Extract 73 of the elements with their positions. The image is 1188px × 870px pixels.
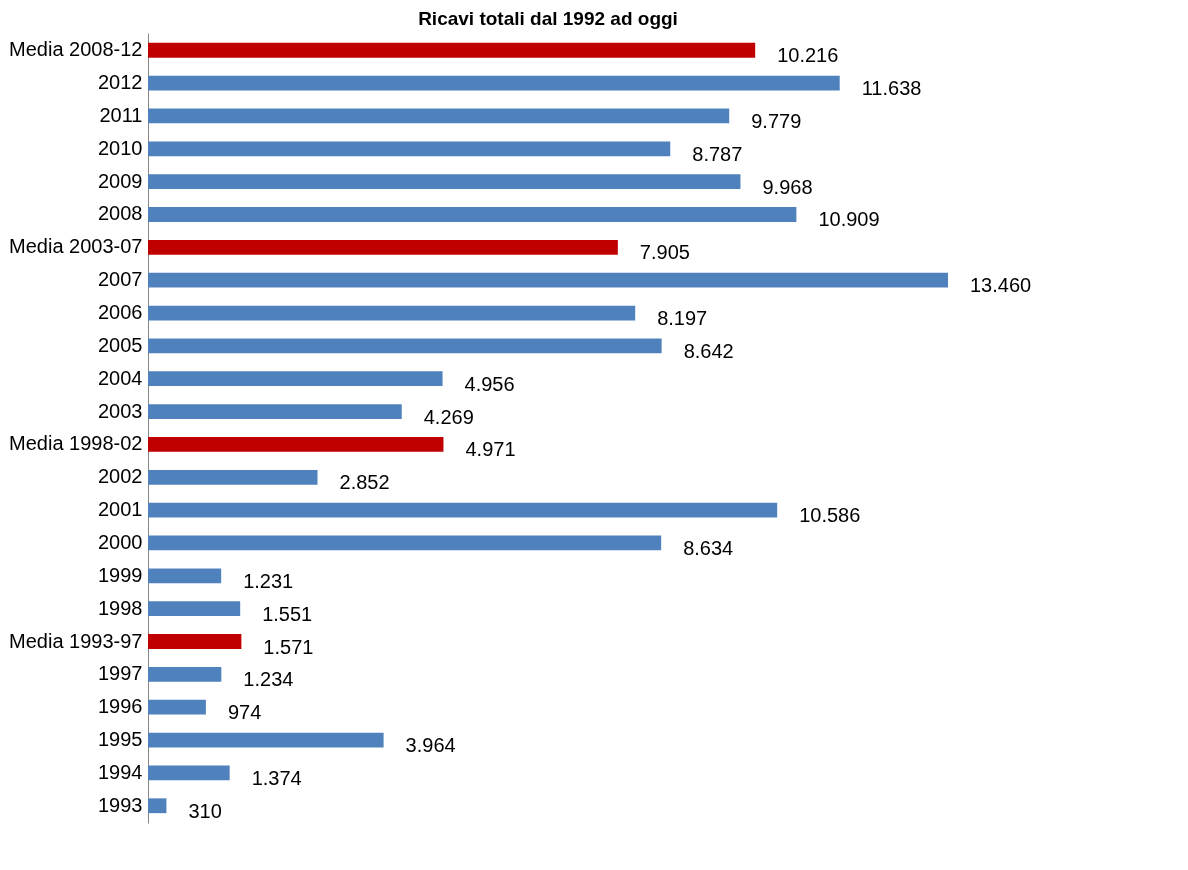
bar bbox=[148, 75, 840, 91]
bar bbox=[148, 437, 444, 452]
y-tick-label: 2004 bbox=[98, 366, 143, 389]
y-tick-label: 2012 bbox=[98, 71, 143, 94]
bar bbox=[148, 305, 636, 321]
y-tick-label: 2007 bbox=[98, 268, 143, 291]
bar bbox=[148, 634, 242, 649]
bar bbox=[148, 568, 222, 584]
bar bbox=[148, 798, 167, 814]
bar bbox=[148, 338, 662, 354]
y-tick-label: 2009 bbox=[98, 169, 143, 192]
y-tick-label: 2000 bbox=[98, 530, 143, 553]
y-tick-label: 2006 bbox=[98, 301, 143, 324]
data-label: 9.779 bbox=[751, 109, 802, 132]
data-label: 8.642 bbox=[683, 339, 734, 362]
data-label: 9.968 bbox=[762, 175, 813, 198]
bar bbox=[148, 732, 384, 748]
data-label: 2.852 bbox=[339, 471, 390, 494]
chart-title: Ricavi totali dal 1992 ad oggi bbox=[418, 8, 678, 29]
data-label: 3.964 bbox=[405, 734, 456, 757]
bar bbox=[148, 535, 662, 551]
data-label: 4.956 bbox=[464, 372, 515, 395]
data-label: 8.197 bbox=[657, 307, 708, 330]
data-label: 1.571 bbox=[263, 635, 314, 658]
data-label: 7.905 bbox=[639, 241, 690, 264]
y-tick-label: 2001 bbox=[98, 498, 143, 521]
y-tick-label: 2002 bbox=[98, 465, 143, 488]
y-tick-label: 1997 bbox=[98, 662, 143, 685]
bar bbox=[148, 272, 948, 288]
bar bbox=[148, 108, 730, 124]
data-label: 974 bbox=[227, 701, 262, 724]
bar bbox=[148, 239, 618, 255]
data-label: 1.551 bbox=[262, 602, 313, 625]
bar bbox=[148, 174, 741, 190]
data-label: 11.638 bbox=[861, 77, 922, 100]
y-tick-label: Media 2008-12 bbox=[9, 38, 143, 61]
y-tick-label: 1994 bbox=[98, 760, 143, 783]
y-tick-label: Media 2003-07 bbox=[9, 235, 143, 258]
data-label: 10.586 bbox=[799, 504, 861, 527]
bar bbox=[148, 469, 318, 485]
data-label: 1.374 bbox=[251, 766, 302, 789]
data-label: 1.231 bbox=[243, 569, 294, 592]
bar bbox=[148, 601, 241, 617]
bar bbox=[148, 42, 756, 58]
y-tick-label: 1999 bbox=[98, 563, 143, 586]
y-tick-label: 1998 bbox=[98, 596, 143, 619]
data-label: 13.460 bbox=[970, 274, 1032, 297]
data-label: 4.269 bbox=[423, 405, 474, 428]
bar bbox=[148, 502, 778, 518]
bar bbox=[148, 371, 443, 387]
bar bbox=[148, 765, 230, 781]
data-label: 10.216 bbox=[777, 44, 839, 67]
bar bbox=[148, 404, 402, 419]
data-label: 8.634 bbox=[683, 536, 734, 559]
data-label: 10.909 bbox=[818, 208, 880, 231]
y-tick-label: 2010 bbox=[98, 136, 143, 159]
y-tick-label: 1995 bbox=[98, 728, 143, 751]
data-label: 310 bbox=[188, 799, 222, 822]
y-tick-label: 2011 bbox=[99, 103, 143, 126]
y-tick-label: Media 1993-97 bbox=[9, 629, 143, 652]
y-tick-label: Media 1998-02 bbox=[9, 432, 143, 455]
y-tick-label: 2005 bbox=[98, 333, 143, 356]
y-tick-label: 1993 bbox=[98, 793, 143, 816]
bar bbox=[148, 699, 206, 715]
y-tick-label: 2008 bbox=[98, 202, 143, 225]
y-tick-label: 1996 bbox=[98, 695, 143, 718]
bar bbox=[148, 141, 671, 157]
y-tick-label: 2003 bbox=[98, 399, 143, 422]
bar bbox=[148, 207, 797, 222]
data-label: 1.234 bbox=[243, 668, 294, 691]
data-label: 8.787 bbox=[692, 142, 743, 165]
bar bbox=[148, 666, 222, 682]
data-label: 4.971 bbox=[465, 438, 516, 461]
